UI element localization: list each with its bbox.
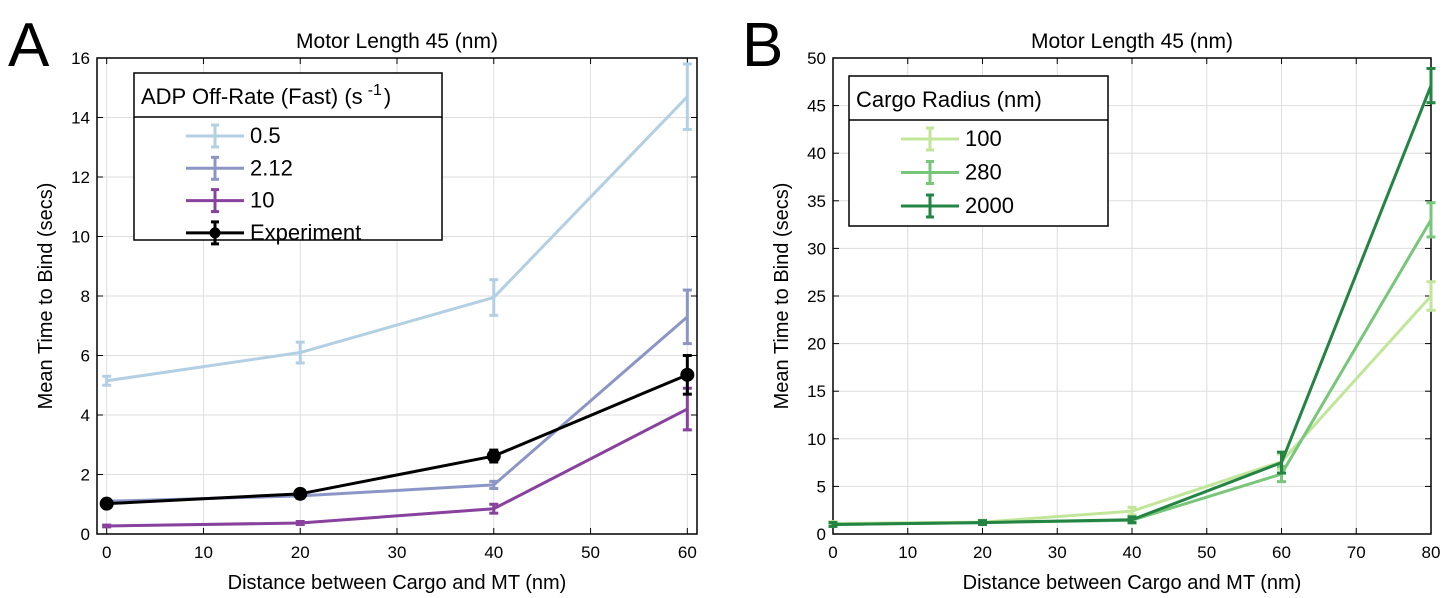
chart-title: Motor Length 45 (nm) [1031, 30, 1233, 53]
legend-label: 280 [965, 160, 1002, 185]
y-tick-label: 50 [807, 49, 826, 68]
y-tick-label: 15 [807, 382, 826, 401]
x-tick-label: 50 [1197, 543, 1216, 562]
x-tick-label: 10 [898, 543, 917, 562]
y-tick-label: 8 [81, 287, 90, 306]
series-2000 [828, 66, 1436, 528]
series-line [106, 373, 688, 506]
x-tick-label: 0 [828, 543, 837, 562]
series-line [106, 407, 689, 528]
y-tick-label: 6 [81, 347, 90, 366]
legend-swatch-marker [209, 227, 221, 239]
y-axis-label: Mean Time to Bind (secs) [771, 183, 793, 410]
series-0-5 [102, 62, 692, 387]
legend-title-main: Cargo Radius (nm) [856, 87, 1042, 112]
legend-item: 280 [901, 160, 1002, 185]
legend-item: 10 [186, 188, 274, 214]
legend-label: 2.12 [250, 155, 293, 180]
y-tick-label: 5 [817, 477, 826, 496]
legend-label: 2000 [965, 193, 1014, 218]
y-tick-label: 25 [807, 287, 826, 306]
legend-item: 2000 [901, 193, 1014, 219]
y-tick-label: 2 [81, 466, 90, 485]
series-line [106, 95, 689, 383]
legend-label: 100 [965, 126, 1002, 151]
legend-box [133, 72, 443, 241]
legend-title-exponent: -1 [368, 82, 382, 99]
legend-title: ADP Off-Rate (Fast) (s -1) [141, 82, 391, 109]
y-tick-label: 16 [71, 49, 90, 68]
x-tick-label: 80 [1422, 543, 1441, 562]
chart-title: Motor Length 45 (nm) [296, 30, 498, 53]
legend: Cargo Radius (nm) 100 280 2000 [848, 75, 1109, 227]
x-tick-label: 20 [973, 543, 992, 562]
x-axis-label: Distance between Cargo and MT (nm) [228, 572, 567, 594]
x-tick-label: 20 [291, 543, 310, 562]
y-axis-label: Mean Time to Bind (secs) [35, 183, 57, 410]
legend-title-main: ADP Off-Rate (Fast) (s [141, 84, 363, 109]
x-tick-label: 30 [388, 543, 407, 562]
y-tick-label: 10 [807, 430, 826, 449]
x-tick-label: 70 [1347, 543, 1366, 562]
data-point [99, 496, 114, 511]
y-tick-label: 4 [81, 406, 90, 425]
data-point [680, 367, 695, 382]
y-tick-label: 35 [807, 192, 826, 211]
y-tick-label: 40 [807, 144, 826, 163]
legend-item: 0.5 [186, 123, 281, 149]
y-tick-label: 45 [807, 97, 826, 116]
x-tick-label: 60 [678, 543, 697, 562]
legend-label: 10 [250, 188, 274, 213]
y-tick-label: 30 [807, 239, 826, 258]
panel-label: A [8, 11, 50, 80]
x-axis-label: Distance between Cargo and MT (nm) [963, 572, 1302, 594]
panel-b: B 0 10 20 30 40 50 60 70 80 0 5 10 15 20 25 30 35 40 45 50 Mo… [742, 11, 1440, 594]
series-experiment [99, 354, 695, 511]
legend-item: 2.12 [186, 155, 293, 181]
data-point [486, 449, 501, 464]
x-tick-label: 60 [1272, 543, 1291, 562]
panel-label: B [742, 11, 783, 80]
legend: ADP Off-Rate (Fast) (s -1) 0.5 2.12 10 Experi… [133, 72, 443, 246]
legend-label: 0.5 [250, 123, 281, 148]
y-tick-label: 12 [71, 168, 90, 187]
legend-title-close: ) [384, 84, 391, 109]
y-tick-label: 20 [807, 335, 826, 354]
x-tick-label: 50 [581, 543, 600, 562]
y-tick-label: 0 [81, 525, 90, 544]
legend-title: Cargo Radius (nm) [856, 87, 1042, 112]
panel-a: A 0 10 20 30 40 50 60 0 2 4 6 8 10 12 14 16 Motor Length … [8, 11, 698, 594]
y-tick-label: 0 [817, 525, 826, 544]
legend-label: Experiment [250, 220, 361, 245]
x-tick-label: 40 [484, 543, 503, 562]
x-tick-label: 10 [194, 543, 213, 562]
legend-item: Experiment [186, 220, 361, 246]
y-tick-label: 10 [71, 228, 90, 247]
x-tick-label: 40 [1123, 543, 1142, 562]
x-tick-label: 0 [102, 543, 111, 562]
data-point [293, 486, 308, 501]
legend-item: 100 [901, 126, 1002, 152]
y-tick-label: 14 [71, 109, 90, 128]
legend-box [848, 75, 1109, 227]
x-tick-label: 30 [1048, 543, 1067, 562]
